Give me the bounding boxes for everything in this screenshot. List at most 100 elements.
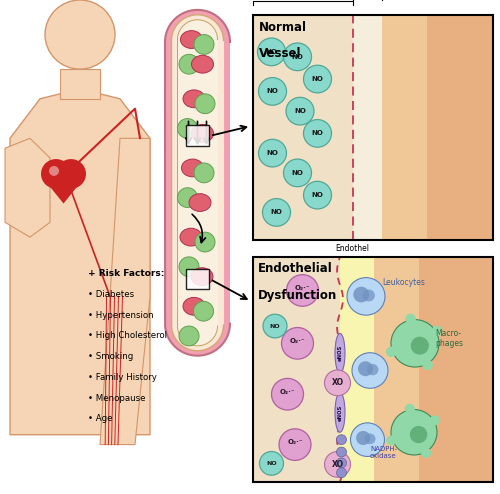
Circle shape: [304, 181, 332, 209]
Circle shape: [391, 320, 439, 367]
Text: NO: NO: [312, 130, 324, 136]
Circle shape: [352, 353, 388, 388]
Text: Endothel: Endothel: [336, 244, 370, 252]
Circle shape: [263, 314, 287, 338]
Circle shape: [336, 458, 346, 468]
Circle shape: [354, 287, 369, 302]
Circle shape: [364, 433, 376, 444]
Circle shape: [363, 289, 375, 301]
Circle shape: [367, 364, 378, 375]
Ellipse shape: [192, 124, 214, 142]
Text: • Age: • Age: [88, 414, 112, 423]
Ellipse shape: [191, 268, 213, 286]
FancyBboxPatch shape: [165, 42, 230, 324]
Text: • Menopause: • Menopause: [88, 394, 145, 403]
Circle shape: [304, 65, 332, 93]
Text: NO: NO: [294, 108, 306, 114]
Text: NO: NO: [292, 170, 304, 176]
FancyBboxPatch shape: [419, 257, 492, 482]
Circle shape: [258, 38, 285, 66]
Text: O₂·⁻: O₂·⁻: [280, 389, 295, 395]
Circle shape: [391, 410, 437, 455]
Text: NO: NO: [312, 76, 324, 82]
Circle shape: [179, 326, 199, 346]
Circle shape: [49, 166, 59, 176]
FancyBboxPatch shape: [382, 15, 426, 240]
Ellipse shape: [182, 159, 204, 177]
Text: + Risk Factors:: + Risk Factors:: [88, 269, 164, 278]
FancyBboxPatch shape: [186, 269, 209, 289]
Text: Leukocytes: Leukocytes: [382, 278, 426, 287]
Text: NO: NO: [292, 54, 304, 60]
Polygon shape: [5, 138, 50, 237]
Circle shape: [410, 426, 428, 443]
Circle shape: [421, 448, 431, 458]
Circle shape: [178, 188, 198, 207]
FancyBboxPatch shape: [178, 40, 218, 326]
Text: Endothelial: Endothelial: [258, 262, 332, 275]
Circle shape: [410, 337, 429, 355]
Circle shape: [178, 20, 218, 59]
Ellipse shape: [335, 393, 345, 432]
Circle shape: [282, 328, 314, 359]
Ellipse shape: [335, 333, 345, 373]
Circle shape: [432, 326, 442, 336]
Text: XO: XO: [332, 460, 344, 469]
Circle shape: [56, 159, 86, 189]
FancyBboxPatch shape: [186, 125, 209, 146]
Polygon shape: [100, 138, 150, 445]
FancyBboxPatch shape: [252, 15, 352, 240]
Text: eNOS: eNOS: [338, 405, 342, 420]
Circle shape: [356, 431, 370, 445]
Circle shape: [286, 275, 318, 306]
Polygon shape: [42, 177, 85, 204]
Text: NO: NO: [266, 49, 278, 55]
Text: NO: NO: [270, 324, 280, 329]
Circle shape: [304, 120, 332, 147]
Circle shape: [430, 415, 440, 425]
Circle shape: [386, 347, 396, 357]
FancyBboxPatch shape: [60, 69, 100, 99]
Text: Macro-
phages: Macro- phages: [435, 329, 463, 348]
FancyBboxPatch shape: [374, 257, 419, 482]
Circle shape: [404, 404, 415, 414]
Circle shape: [336, 447, 346, 457]
Circle shape: [41, 159, 71, 189]
Circle shape: [179, 257, 199, 277]
Text: eNOS: eNOS: [338, 345, 342, 361]
Circle shape: [286, 97, 314, 125]
Circle shape: [347, 278, 385, 315]
Circle shape: [178, 119, 198, 138]
Circle shape: [165, 10, 230, 74]
Text: NO: NO: [312, 192, 324, 198]
Text: O₂·⁻: O₂·⁻: [294, 285, 310, 291]
Circle shape: [258, 78, 286, 105]
Circle shape: [258, 139, 286, 167]
FancyBboxPatch shape: [252, 257, 340, 482]
Text: O₂·⁻: O₂·⁻: [290, 338, 306, 344]
Circle shape: [178, 306, 218, 346]
Circle shape: [336, 435, 346, 445]
Circle shape: [284, 159, 312, 187]
Circle shape: [194, 301, 214, 321]
Text: NADPH-
oxidase: NADPH- oxidase: [370, 447, 397, 459]
Ellipse shape: [183, 297, 205, 315]
Ellipse shape: [189, 194, 211, 211]
Circle shape: [350, 423, 384, 456]
Ellipse shape: [183, 90, 205, 108]
Text: O₂·⁻: O₂·⁻: [287, 439, 303, 445]
Circle shape: [279, 429, 311, 460]
Circle shape: [172, 15, 224, 66]
Text: • Hypertension: • Hypertension: [88, 311, 153, 320]
Circle shape: [324, 452, 350, 477]
Circle shape: [194, 163, 214, 183]
Circle shape: [386, 435, 396, 446]
FancyBboxPatch shape: [352, 15, 382, 240]
Text: Normal: Normal: [258, 21, 306, 34]
Text: NO: NO: [270, 209, 282, 215]
Polygon shape: [10, 89, 150, 435]
Circle shape: [194, 35, 214, 54]
Circle shape: [358, 361, 373, 376]
Text: • High Cholesterol: • High Cholesterol: [88, 331, 166, 340]
Text: • Diabetes: • Diabetes: [88, 290, 134, 299]
